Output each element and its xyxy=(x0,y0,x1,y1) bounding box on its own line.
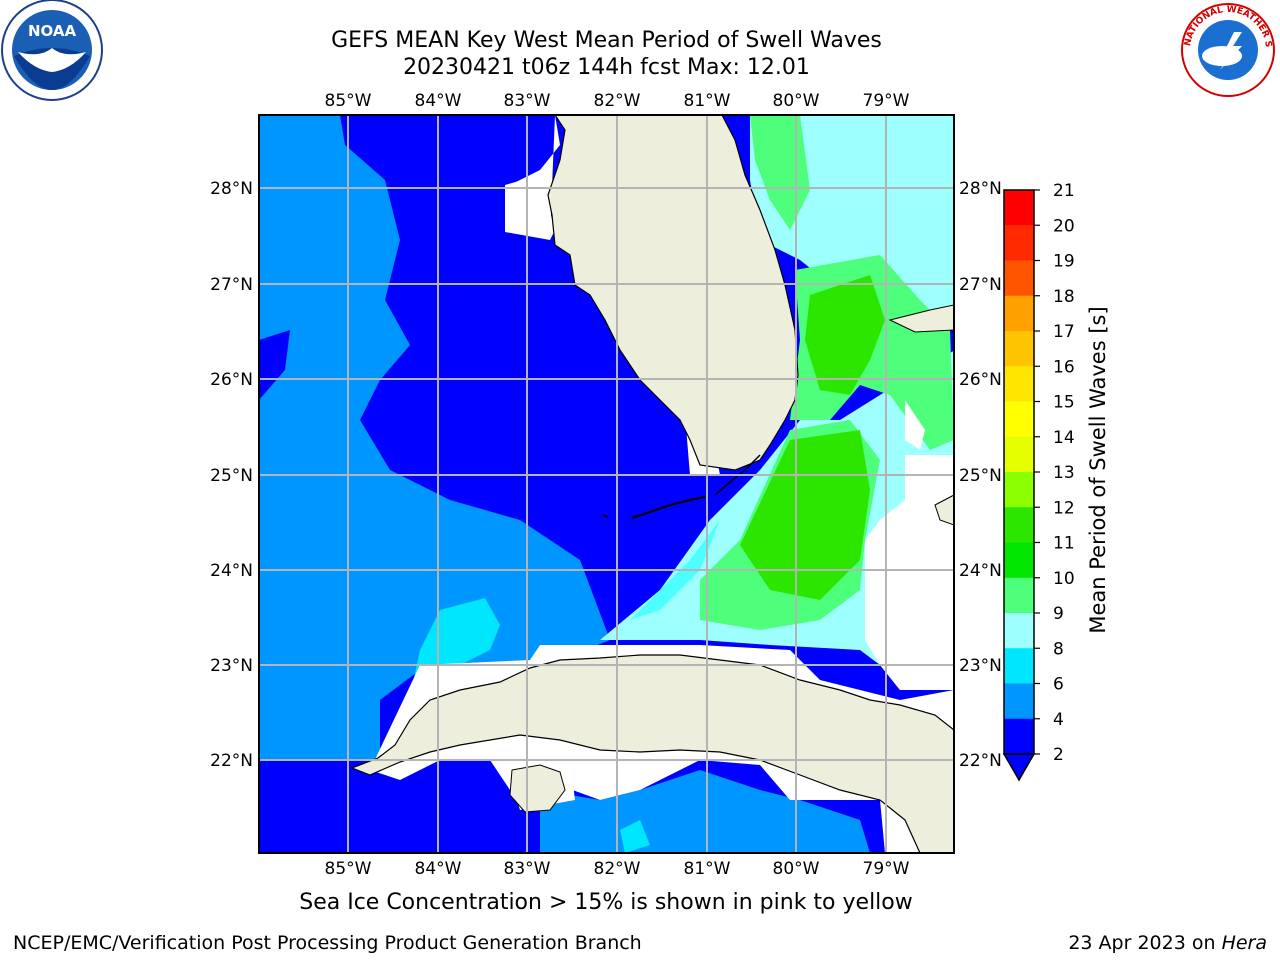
colorbar-segment xyxy=(1004,331,1034,367)
lat-label: 28°N xyxy=(210,179,253,199)
lon-labels-bottom: 85°W 84°W 83°W 82°W 81°W 80°W 79°W xyxy=(325,859,910,879)
noaa-logo: NOAA xyxy=(1,0,103,101)
colorbar-segment xyxy=(1004,507,1034,543)
florida-land xyxy=(547,115,799,471)
bahamas-land xyxy=(888,304,954,333)
colorbar-tick-label: 15 xyxy=(1053,393,1075,413)
colorbar-tick-label: 8 xyxy=(1053,639,1064,659)
swell-period-field xyxy=(259,115,954,853)
lon-label: 82°W xyxy=(594,859,641,879)
colorbar-segment xyxy=(1004,295,1034,332)
colorbar-tick-label: 20 xyxy=(1053,216,1075,236)
map-frame xyxy=(258,114,955,854)
colorbar-segment xyxy=(1004,225,1034,261)
colorbar-tick-label: 11 xyxy=(1053,534,1075,554)
lat-label: 27°N xyxy=(210,275,253,295)
colorbar-segment xyxy=(1004,613,1034,649)
colorbar-segment xyxy=(1004,718,1034,755)
colorbar-label: Mean Period of Swell Waves [s] xyxy=(1086,306,1110,633)
colorbar-tick-label: 2 xyxy=(1053,745,1064,765)
colorbar-extend-arrow xyxy=(1002,753,1036,782)
lon-label: 81°W xyxy=(684,91,731,111)
colorbar-segment xyxy=(1004,260,1034,297)
colorbar-segment xyxy=(1004,366,1034,402)
colorbar-segment xyxy=(1004,542,1034,579)
colorbar-segment xyxy=(1004,190,1034,226)
lat-label: 28°N xyxy=(959,179,1002,199)
lon-label: 80°W xyxy=(773,859,820,879)
colorbar: 21 20 19 18 17 16 15 14 13 12 11 10 9 8 6 4 2 xyxy=(1002,181,1075,782)
colorbar-tick-label: 14 xyxy=(1053,428,1075,448)
colorbar-tick-label: 10 xyxy=(1053,569,1075,589)
lon-label: 84°W xyxy=(415,859,462,879)
lon-labels-top: 85°W 84°W 83°W 82°W 81°W 80°W 79°W xyxy=(325,91,910,111)
cuba-land xyxy=(350,654,954,853)
florida-keys xyxy=(631,495,706,520)
footer-date-text: 23 Apr 2023 on xyxy=(1068,932,1222,954)
lat-labels-left: 28°N 27°N 26°N 25°N 24°N 23°N 22°N xyxy=(210,179,253,771)
lon-label: 83°W xyxy=(504,859,551,879)
lat-label: 25°N xyxy=(959,466,1002,486)
lon-label: 82°W xyxy=(594,91,641,111)
footer-date: 23 Apr 2023 on Hera xyxy=(1068,932,1267,954)
lat-label: 26°N xyxy=(959,370,1002,390)
colorbar-segment xyxy=(1004,472,1034,508)
footer-credit: NCEP/EMC/Verification Post Processing Pr… xyxy=(13,932,642,954)
graticule xyxy=(259,115,954,853)
colorbar-tick-label: 18 xyxy=(1053,287,1075,307)
lat-label: 23°N xyxy=(959,656,1002,676)
colorbar-tick-label: 16 xyxy=(1053,357,1075,377)
colorbar-tick-label: 17 xyxy=(1053,322,1075,342)
noaa-logo-text: NOAA xyxy=(28,22,77,40)
colorbar-segment xyxy=(1004,648,1034,684)
lon-label: 79°W xyxy=(863,859,910,879)
lon-label: 83°W xyxy=(504,91,551,111)
lat-label: 22°N xyxy=(210,751,253,771)
lon-label: 80°W xyxy=(773,91,820,111)
colorbar-tick-label: 9 xyxy=(1053,604,1064,624)
colorbar-tick-label: 12 xyxy=(1053,498,1075,518)
lat-label: 26°N xyxy=(210,370,253,390)
footer-host: Hera xyxy=(1221,932,1267,954)
colorbar-tick-label: 4 xyxy=(1053,710,1064,730)
colorbar-segment xyxy=(1004,436,1034,473)
colorbar-segment xyxy=(1004,683,1034,720)
map-title-line1: GEFS MEAN Key West Mean Period of Swell … xyxy=(331,28,882,53)
lat-label: 27°N xyxy=(959,275,1002,295)
sea-ice-caption: Sea Ice Concentration > 15% is shown in … xyxy=(299,890,913,915)
map-title-line2: 20230421 t06z 144h fcst Max: 12.01 xyxy=(403,55,810,80)
lat-labels-right: 28°N 27°N 26°N 25°N 24°N 23°N 22°N xyxy=(959,179,1002,771)
isla-juventud-land xyxy=(509,764,566,813)
lat-label: 24°N xyxy=(210,561,253,581)
lon-label: 79°W xyxy=(863,91,910,111)
lon-label: 81°W xyxy=(684,859,731,879)
colorbar-segment xyxy=(1004,401,1034,438)
lon-label: 85°W xyxy=(325,859,372,879)
colorbar-tick-label: 21 xyxy=(1053,181,1075,201)
colorbar-tick-label: 13 xyxy=(1053,463,1075,483)
colorbar-tick-label: 6 xyxy=(1053,675,1064,695)
lon-label: 85°W xyxy=(325,91,372,111)
lat-label: 22°N xyxy=(959,751,1002,771)
lat-label: 25°N xyxy=(210,466,253,486)
lat-label: 23°N xyxy=(210,656,253,676)
lon-label: 84°W xyxy=(415,91,462,111)
nws-logo: NATIONAL WEATHER SERVICE xyxy=(1176,0,1275,97)
lat-label: 24°N xyxy=(959,561,1002,581)
colorbar-segment xyxy=(1004,577,1034,614)
colorbar-tick-label: 19 xyxy=(1053,252,1075,272)
